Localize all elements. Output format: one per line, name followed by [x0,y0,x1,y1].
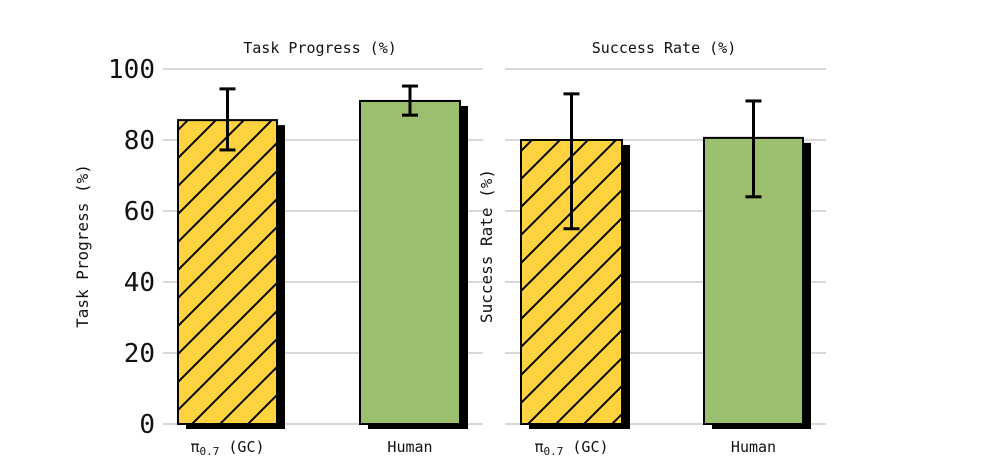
x-tick-label-base: π [190,438,199,456]
y-tick-label: 60 [124,197,155,227]
x-tick-label-base: Human [731,438,776,456]
bar [359,99,461,425]
x-tick-label-base: Human [387,438,432,456]
y-tick-label: 20 [124,339,155,369]
chart-title: Success Rate (%) [592,39,737,57]
y-tick-label: 80 [124,126,155,156]
x-tick-label: π0.7 (GC) [534,438,608,458]
y-tick-label: 100 [108,55,155,85]
x-tick-label: Human [387,438,432,456]
x-tick-label-subscript: 0.7 [200,445,220,458]
y-tick-label: 0 [139,410,155,440]
y-axis-label: Task Progress (%) [73,164,92,328]
x-tick-label: π0.7 (GC) [190,438,264,458]
x-tick-label-suffix: (GC) [563,438,608,456]
x-tick-label-subscript: 0.7 [544,445,564,458]
x-tick-label-suffix: (GC) [219,438,264,456]
x-tick-label: Human [731,438,776,456]
bar [177,119,278,426]
y-tick-label: 40 [124,268,155,298]
subplot-1: 0 20 40 60 80 100 Task Progress (%) Task Progre… [73,39,483,458]
x-tick-label-base: π [534,438,543,456]
bar [703,136,804,425]
y-axis-label: Success Rate (%) [477,169,496,323]
chart-title: Task Progress (%) [243,39,397,57]
subplot-2: Success Rate (%) Success Rate (%) π0.7 (GC… [477,39,826,458]
